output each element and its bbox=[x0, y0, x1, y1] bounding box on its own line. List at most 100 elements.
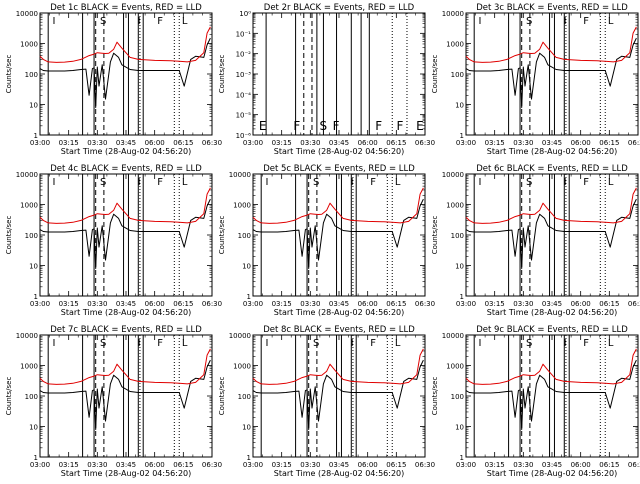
flag-label: S bbox=[100, 338, 106, 349]
x-tick-label: 03:15 bbox=[272, 139, 292, 147]
flag-label: S bbox=[526, 16, 532, 27]
y-tick-label: 1 bbox=[34, 132, 38, 140]
flag-label: S bbox=[100, 177, 106, 188]
x-axis-label: Start Time (28-Aug-02 04:56:20) bbox=[487, 147, 618, 156]
flag-label: I bbox=[478, 177, 481, 188]
chart-panel-3: Det 3c BLACK = Events, RED = LLD 1 10 100 10… bbox=[431, 3, 640, 156]
y-tick-label: 1 bbox=[34, 293, 38, 301]
flag-label: E bbox=[259, 119, 267, 133]
flag-label: L bbox=[182, 16, 188, 27]
x-tick-label: 06:00 bbox=[571, 300, 591, 308]
flag-label: F bbox=[583, 338, 589, 349]
flag-label: I bbox=[52, 177, 55, 188]
y-tick-label: 10000 bbox=[16, 171, 38, 179]
flag-label: S bbox=[526, 177, 532, 188]
flag-label: I bbox=[478, 338, 481, 349]
y-tick-label: 100 bbox=[25, 393, 38, 401]
x-tick-label: 03:30 bbox=[87, 300, 107, 308]
y-tick-label: 100 bbox=[451, 232, 464, 240]
series-line-lld bbox=[39, 26, 211, 63]
flag-label: I bbox=[478, 16, 481, 27]
y-tick-label: 1000 bbox=[20, 363, 38, 371]
series-line-lld bbox=[252, 348, 424, 385]
x-tick-label: 06:30 bbox=[628, 461, 640, 469]
flag-label: I bbox=[265, 338, 268, 349]
chart-panel-7: Det 7c BLACK = Events, RED = LLD 1 10 100 10… bbox=[5, 325, 222, 478]
x-tick-label: 03:00 bbox=[243, 461, 263, 469]
x-tick-label: 03:15 bbox=[272, 461, 292, 469]
y-tick-label: 10⁻⁶ bbox=[236, 132, 252, 140]
x-tick-label: 03:30 bbox=[513, 139, 533, 147]
flag-label: S bbox=[100, 16, 106, 27]
x-tick-label: 06:15 bbox=[173, 461, 193, 469]
x-tick-label: 06:00 bbox=[571, 139, 591, 147]
y-tick-label: 1 bbox=[247, 454, 251, 462]
flag-label: I bbox=[265, 177, 268, 188]
flag-label: F bbox=[157, 16, 163, 27]
y-tick-label: 10000 bbox=[16, 332, 38, 340]
y-axis-label: Counts/sec bbox=[5, 55, 13, 94]
flag-label: I bbox=[138, 338, 141, 349]
x-tick-label: 06:30 bbox=[202, 139, 222, 147]
y-tick-label: 10⁻⁴ bbox=[236, 91, 252, 99]
flag-label: L bbox=[395, 338, 401, 349]
y-tick-label: 100 bbox=[25, 232, 38, 240]
series-line-lld bbox=[465, 187, 637, 224]
flag-label: F bbox=[397, 119, 404, 133]
x-axis-label: Start Time (28-Aug-02 04:56:20) bbox=[487, 469, 618, 478]
plot-frame bbox=[252, 173, 426, 297]
x-tick-label: 03:00 bbox=[30, 300, 50, 308]
x-tick-label: 06:00 bbox=[358, 139, 378, 147]
y-tick-label: 100 bbox=[238, 393, 251, 401]
x-tick-label: 06:00 bbox=[358, 461, 378, 469]
series-line-events bbox=[252, 359, 424, 430]
x-tick-label: 03:45 bbox=[329, 461, 349, 469]
y-tick-label: 10 bbox=[242, 263, 251, 271]
x-axis-label: Start Time (28-Aug-02 04:56:20) bbox=[274, 147, 405, 156]
series-line-events bbox=[39, 359, 211, 430]
y-tick-label: 10000 bbox=[442, 171, 464, 179]
x-tick-label: 06:00 bbox=[145, 139, 165, 147]
plot-frame bbox=[465, 334, 639, 458]
x-tick-label: 06:30 bbox=[415, 139, 435, 147]
flag-label: I bbox=[52, 338, 55, 349]
x-tick-label: 06:15 bbox=[599, 300, 619, 308]
series-line-lld bbox=[465, 348, 637, 385]
chart-title: Det 6c BLACK = Events, RED = LLD bbox=[476, 164, 628, 174]
plot-frame bbox=[252, 12, 426, 136]
y-tick-label: 10 bbox=[455, 102, 464, 110]
flag-label: F bbox=[333, 119, 340, 133]
series-line-events bbox=[39, 37, 211, 108]
x-tick-label: 06:15 bbox=[386, 139, 406, 147]
flag-label: S bbox=[313, 338, 319, 349]
x-axis-label: Start Time (28-Aug-02 04:56:20) bbox=[61, 469, 192, 478]
x-tick-label: 03:45 bbox=[329, 300, 349, 308]
y-tick-label: 1 bbox=[34, 454, 38, 462]
y-tick-label: 10000 bbox=[442, 10, 464, 18]
x-tick-label: 06:00 bbox=[145, 300, 165, 308]
chart-panel-1: Det 1c BLACK = Events, RED = LLD 1 10 100 10… bbox=[5, 3, 222, 156]
flag-label: S bbox=[313, 177, 319, 188]
series-line-events bbox=[252, 198, 424, 269]
x-tick-label: 03:30 bbox=[87, 139, 107, 147]
x-tick-label: 03:30 bbox=[513, 300, 533, 308]
flag-label: F bbox=[157, 338, 163, 349]
y-axis-label: Counts/sec bbox=[218, 55, 226, 94]
chart-panel-6: Det 6c BLACK = Events, RED = LLD 1 10 100 10… bbox=[431, 164, 640, 317]
y-tick-label: 1 bbox=[247, 293, 251, 301]
y-tick-label: 1000 bbox=[20, 41, 38, 49]
flag-label: F bbox=[370, 177, 376, 188]
y-axis-label: Counts/sec bbox=[431, 55, 439, 94]
y-tick-label: 100 bbox=[451, 71, 464, 79]
flag-label: I bbox=[52, 16, 55, 27]
series-line-lld bbox=[39, 187, 211, 224]
x-tick-label: 03:15 bbox=[59, 139, 79, 147]
x-tick-label: 03:30 bbox=[300, 300, 320, 308]
x-tick-label: 03:00 bbox=[30, 139, 50, 147]
x-tick-label: 03:00 bbox=[243, 139, 263, 147]
x-tick-label: 06:15 bbox=[599, 139, 619, 147]
chart-panel-8: Det 8c BLACK = Events, RED = LLD 1 10 100 10… bbox=[218, 325, 435, 478]
x-tick-label: 06:00 bbox=[571, 461, 591, 469]
x-tick-label: 03:30 bbox=[87, 461, 107, 469]
y-axis-label: Counts/sec bbox=[431, 216, 439, 255]
